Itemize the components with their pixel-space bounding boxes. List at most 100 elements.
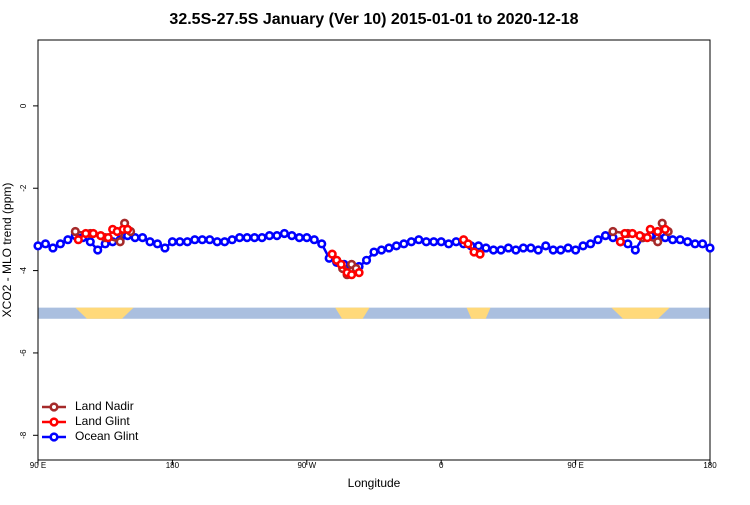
data-point	[526, 243, 536, 253]
legend-marker	[49, 402, 59, 412]
data-point	[503, 243, 514, 253]
legend-label: Land Glint	[75, 414, 130, 428]
data-point	[436, 237, 446, 247]
land-segment	[466, 307, 491, 319]
x-tick-label: 0	[439, 461, 444, 470]
data-point	[635, 230, 645, 241]
data-point	[376, 245, 387, 255]
legend-label: Land Nadir	[75, 399, 134, 413]
data-point	[511, 245, 521, 255]
data-point	[653, 237, 663, 247]
data-point	[391, 241, 402, 251]
data-point	[55, 239, 66, 249]
data-point	[309, 235, 319, 245]
data-point	[81, 228, 91, 239]
data-point	[697, 239, 708, 249]
data-point	[220, 237, 230, 247]
data-point	[354, 268, 364, 278]
data-point	[630, 245, 640, 255]
data-point	[548, 245, 558, 255]
x-tick-label: 90 E	[567, 461, 583, 470]
y-tick-label: -8	[19, 431, 28, 439]
data-point	[593, 235, 603, 245]
data-point	[190, 235, 200, 245]
data-point	[623, 239, 633, 249]
data-point	[88, 228, 98, 239]
data-point	[627, 228, 637, 239]
data-point	[347, 270, 357, 280]
data-point	[705, 243, 715, 253]
data-point	[115, 237, 125, 247]
data-point	[317, 239, 327, 249]
y-tick-label: -6	[19, 349, 28, 357]
ocean-band	[38, 307, 710, 319]
data-point	[96, 230, 106, 241]
data-point	[451, 237, 461, 247]
data-point	[570, 245, 581, 255]
data-point	[578, 241, 588, 251]
y-axis-label: XCO2 - MLO trend (ppm)	[0, 183, 14, 318]
data-point	[533, 245, 543, 255]
data-point	[336, 259, 346, 270]
legend-label: Ocean Glint	[75, 429, 139, 443]
data-point	[488, 245, 499, 255]
data-point	[264, 230, 275, 241]
x-tick-label: 90 E	[30, 461, 46, 470]
data-point	[137, 233, 148, 243]
data-point	[73, 235, 83, 245]
data-point	[600, 230, 611, 241]
data-point	[257, 233, 267, 243]
data-point	[608, 226, 618, 237]
data-point	[653, 226, 663, 237]
data-point	[642, 233, 652, 243]
data-point	[556, 245, 566, 255]
data-point	[620, 228, 630, 239]
y-tick-label: -4	[19, 266, 28, 274]
data-point	[496, 245, 506, 255]
data-point	[302, 233, 312, 243]
data-point	[63, 235, 73, 245]
data-point	[85, 237, 95, 247]
data-point	[175, 237, 185, 247]
data-point	[518, 243, 528, 253]
x-tick-label: 180	[166, 461, 180, 470]
land-segment	[335, 307, 370, 319]
data-point	[481, 243, 491, 253]
data-point	[675, 235, 685, 245]
y-tick-label: -2	[19, 184, 28, 192]
data-point	[399, 239, 409, 249]
legend-marker	[49, 417, 59, 427]
data-point	[235, 233, 245, 243]
data-point	[242, 233, 252, 243]
data-point	[682, 237, 693, 247]
data-point	[406, 237, 416, 247]
data-point	[152, 239, 163, 249]
data-point	[212, 237, 222, 247]
data-point	[160, 243, 170, 253]
data-point	[541, 241, 551, 251]
data-point	[249, 233, 260, 243]
data-point	[93, 245, 103, 255]
data-point	[197, 235, 207, 245]
data-point	[361, 255, 372, 265]
data-point	[444, 239, 454, 249]
data-point	[463, 239, 473, 249]
data-point	[287, 230, 297, 241]
data-point	[279, 228, 290, 239]
data-point	[327, 249, 337, 259]
data-point	[182, 237, 192, 247]
legend-marker	[49, 432, 59, 442]
data-point	[227, 235, 237, 245]
data-point	[369, 247, 379, 257]
data-point	[414, 235, 424, 245]
data-point	[40, 239, 51, 249]
data-point	[563, 243, 573, 253]
data-point	[473, 241, 484, 251]
data-point	[145, 237, 155, 247]
data-point	[122, 224, 133, 235]
data-point	[205, 235, 215, 245]
data-point	[103, 233, 113, 243]
data-point	[294, 233, 304, 243]
data-point	[585, 239, 596, 249]
y-tick-label: 0	[19, 103, 28, 108]
